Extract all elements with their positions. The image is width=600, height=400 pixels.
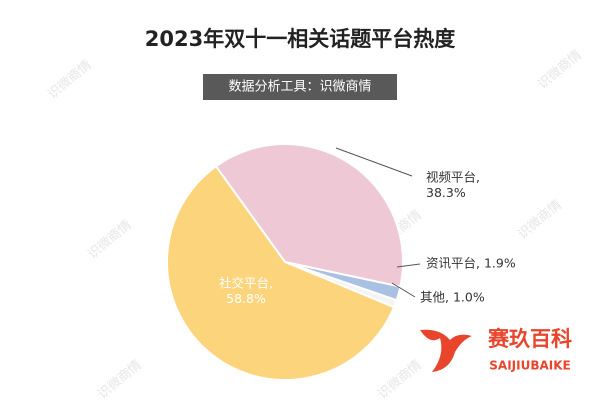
subtitle-box xyxy=(203,74,397,100)
chart-title: 2023年双十一相关话题平台热度 xyxy=(145,27,455,51)
data-label: 资讯平台, 1.9% xyxy=(426,256,516,271)
logo-name: 赛玖百科 xyxy=(487,327,572,351)
logo-subname: SAIJIUBAIKE xyxy=(489,359,570,373)
leader-line xyxy=(396,263,421,268)
pie-slice xyxy=(166,164,396,381)
chart-subtitle: 数据分析工具：识微商情 xyxy=(228,80,371,95)
pie-slice xyxy=(214,143,404,288)
data-label: 其他, 1.0% xyxy=(420,290,485,305)
leader-line xyxy=(391,282,416,298)
data-label: 视频平台, 38.3% xyxy=(426,169,480,200)
data-label: 社交平台, 58.8% xyxy=(219,275,273,306)
logo-icon xyxy=(420,329,472,372)
leader-line xyxy=(335,147,413,177)
logo: 赛玖百科 SAIJIUBAIKE xyxy=(420,327,572,373)
